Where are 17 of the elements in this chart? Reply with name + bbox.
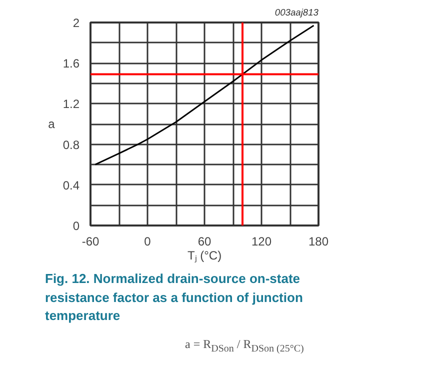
y-tick-label: 1.6 (62, 56, 80, 71)
text: Fig. 12. Normalized drain-source on-state resistance factor as a function of junction temperature (45, 270, 304, 326)
y-tick-label: 2 (72, 16, 80, 30)
x-tick-label: 120 (251, 234, 272, 248)
y-tick-label: 0.8 (62, 138, 80, 152)
x-tick-label: 180 (308, 234, 329, 248)
x-tick-label: 0 (144, 234, 152, 248)
text: 003aaj813 (274, 8, 320, 18)
y-axis-title: a (48, 117, 56, 131)
x-tick-label: -60 (82, 234, 100, 248)
line-series (94, 24, 314, 166)
y-tick-label: 1.2 (62, 97, 80, 112)
y-tick-label: 0 (72, 219, 80, 233)
y-tick-label: 0.4 (62, 178, 80, 192)
x-tick-label: 60 (198, 234, 212, 248)
text: a = R$_{DSon}$ / R$_{DSon (25°C)}$ (185, 336, 304, 356)
x-axis-title: Tⱼ (°C) (187, 248, 222, 262)
